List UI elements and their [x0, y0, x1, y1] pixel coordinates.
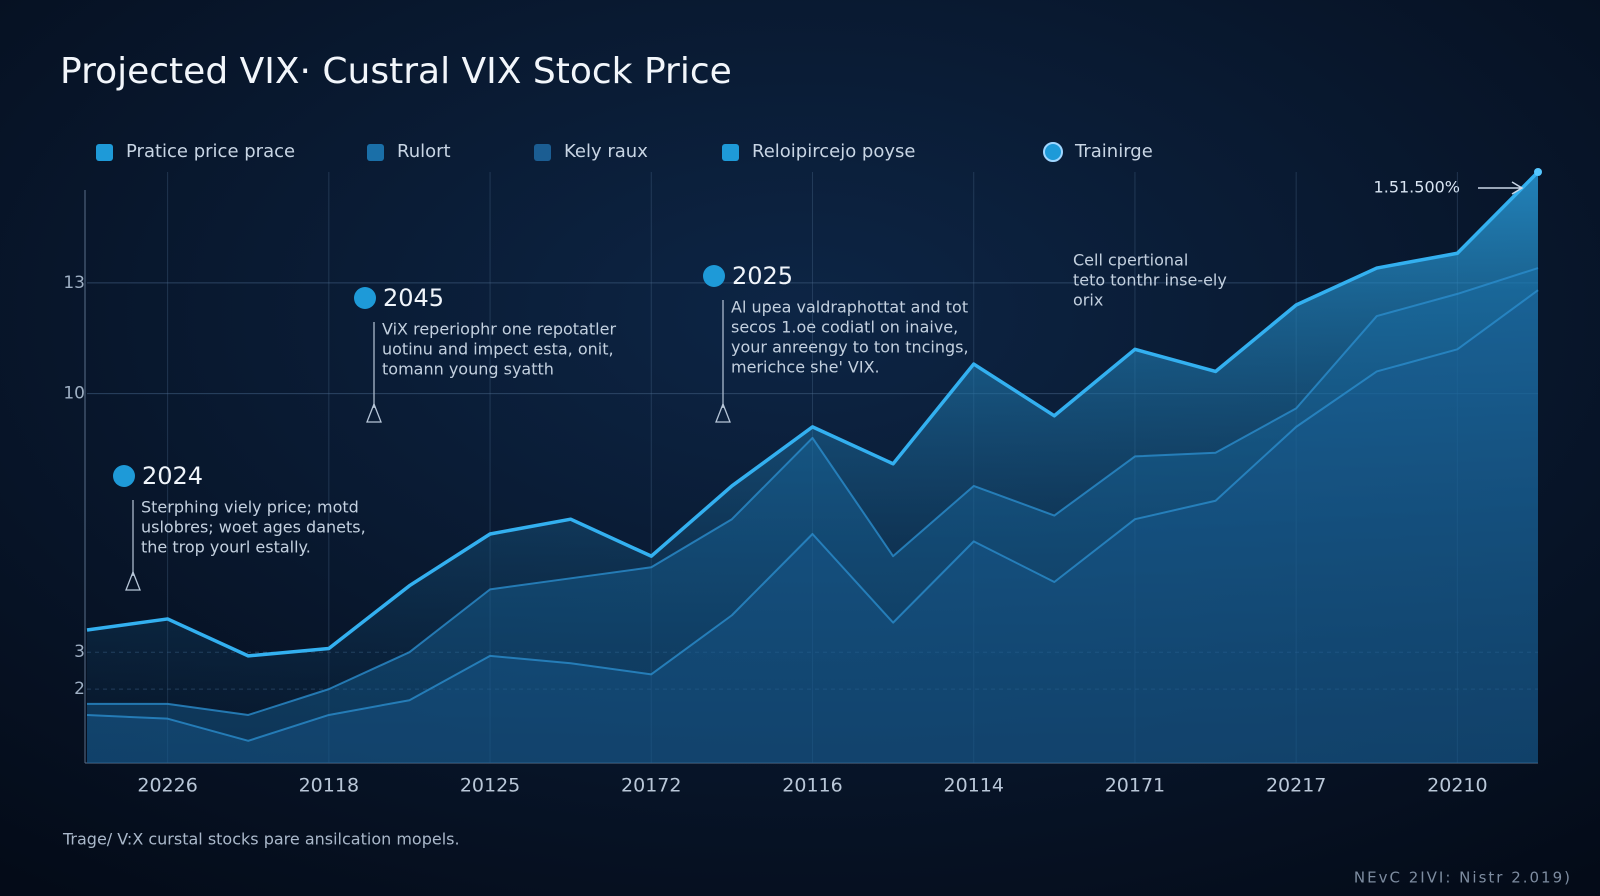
y-tick-label: 3 — [74, 642, 85, 662]
annotation-text: your anreengy to ton tncings, — [731, 338, 969, 357]
line — [87, 267, 1539, 716]
legend-label: Pratice price prace — [126, 141, 295, 162]
legend-swatch — [722, 144, 739, 161]
annotation-year: 2045 — [383, 284, 444, 312]
x-tick-label: 20116 — [782, 775, 842, 797]
x-tick-label: 20210 — [1427, 775, 1487, 797]
legend-label: Reloipircejo poyse — [752, 141, 915, 162]
x-tick-label: 20125 — [460, 775, 520, 797]
annotation-arrow — [125, 570, 141, 591]
y-tick-label: 10 — [63, 384, 85, 404]
annotation-arrow — [366, 402, 382, 423]
annotation-text: teto tonthr inse-ely — [1073, 271, 1227, 290]
line — [86, 170, 1540, 658]
x-tick-label: 20171 — [1105, 775, 1165, 797]
x-tick-label: 20118 — [299, 775, 359, 797]
annotation-text: tomann young syatth — [382, 360, 554, 379]
annotation-text: Al upea valdraphottat and tot — [731, 298, 968, 317]
legend-swatch — [367, 144, 384, 161]
annotation-dot — [354, 287, 376, 309]
peak-dot — [1534, 168, 1542, 176]
annotation-text: Sterphing viely price; motd — [141, 498, 359, 517]
annotation-arrow — [715, 402, 731, 423]
annotation-year: 2025 — [732, 262, 793, 290]
annotation-dot — [703, 265, 725, 287]
peak-label: 1.51.500% — [1374, 178, 1460, 197]
annotation-text: uotinu and impect esta, onit, — [382, 340, 614, 359]
annotation-text: orix — [1073, 291, 1103, 310]
x-tick-label: 20114 — [943, 775, 1003, 797]
x-tick-label: 20226 — [137, 775, 197, 797]
x-tick-label: 20172 — [621, 775, 681, 797]
area — [87, 172, 1538, 763]
legend-swatch — [96, 144, 113, 161]
footnote: Trage/ V:X curstal stocks pare ansilcati… — [62, 830, 460, 849]
credit: NEvC 2IVI: Nistr 2.019) — [1354, 869, 1572, 887]
line — [86, 289, 1539, 742]
chart-title: Projected VIX· Custral VIX Stock Price — [60, 51, 732, 92]
area — [87, 290, 1538, 763]
legend-swatch — [1043, 142, 1063, 162]
area — [87, 268, 1538, 763]
legend-label: Rulort — [397, 141, 451, 162]
legend-label: Trainirge — [1074, 141, 1153, 162]
annotation-dot — [113, 465, 135, 487]
y-tick-label: 2 — [74, 679, 85, 699]
annotation-text: Cell cpertional — [1073, 251, 1188, 270]
legend-swatch — [534, 144, 551, 161]
x-tick-label: 20217 — [1266, 775, 1326, 797]
annotation-text: merichce she' VIX. — [731, 358, 880, 377]
annotation-text: uslobres; woet ages danets, — [141, 518, 366, 537]
annotation-text: ViX reperiophr one repotatler — [382, 320, 616, 339]
annotation-year: 2024 — [142, 462, 203, 490]
annotation-text: the trop yourl estally. — [141, 538, 311, 557]
legend-label: Kely raux — [564, 141, 648, 162]
arrow — [1478, 181, 1524, 195]
y-tick-label: 13 — [63, 273, 85, 293]
annotation-text: secos 1.oe codiatl on inaive, — [731, 318, 958, 337]
